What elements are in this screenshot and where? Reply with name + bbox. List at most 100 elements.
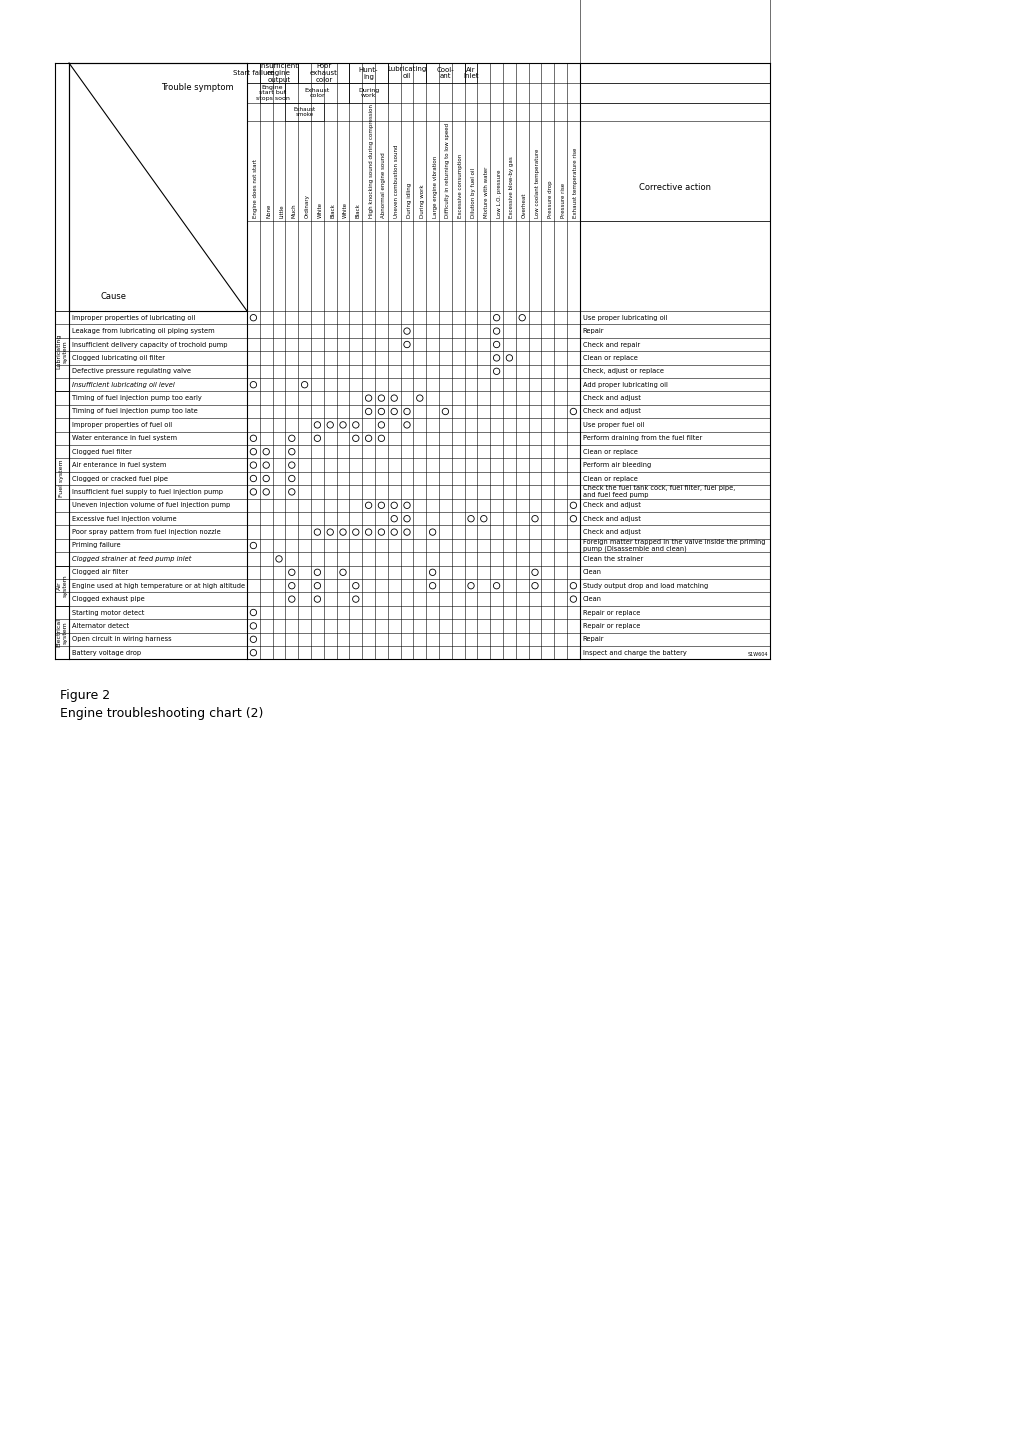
Text: Black: Black xyxy=(355,203,360,217)
Text: S1W604: S1W604 xyxy=(748,652,768,658)
Text: During
work: During work xyxy=(358,87,379,99)
Text: Inspect and charge the battery: Inspect and charge the battery xyxy=(583,649,686,656)
Bar xyxy=(580,0,770,222)
Text: Exhaust
smoke: Exhaust smoke xyxy=(294,107,315,117)
Bar xyxy=(349,83,388,103)
Text: White: White xyxy=(343,201,348,217)
Text: During work: During work xyxy=(420,184,425,217)
Text: High knocking sound during compression: High knocking sound during compression xyxy=(369,104,374,217)
Text: Check and adjust: Check and adjust xyxy=(583,409,641,414)
Text: Leakage from lubricating oil piping system: Leakage from lubricating oil piping syst… xyxy=(72,327,215,335)
Text: Pressure drop: Pressure drop xyxy=(548,180,553,217)
Text: Check and adjust: Check and adjust xyxy=(583,516,641,522)
Text: Repair: Repair xyxy=(583,636,604,642)
Text: Corrective action: Corrective action xyxy=(639,183,711,191)
Text: Check the fuel tank cock, fuel filter, fuel pipe,
and fuel feed pump: Check the fuel tank cock, fuel filter, f… xyxy=(583,485,735,498)
Text: Insufficient fuel supply to fuel injection pump: Insufficient fuel supply to fuel injecti… xyxy=(72,488,223,496)
Text: Engine does not start: Engine does not start xyxy=(253,159,258,217)
Text: Priming failure: Priming failure xyxy=(72,542,121,549)
Text: Electrical
system: Electrical system xyxy=(56,619,68,648)
Bar xyxy=(260,62,298,83)
Bar xyxy=(465,62,477,83)
Bar xyxy=(55,391,69,565)
Text: Engine used at high temperature or at high altitude: Engine used at high temperature or at hi… xyxy=(72,582,245,588)
Text: Perform draining from the fuel filter: Perform draining from the fuel filter xyxy=(583,435,702,442)
Text: Insufficient
engine
output: Insufficient engine output xyxy=(259,62,299,83)
Text: White: White xyxy=(317,201,323,217)
Text: Air
Inlet: Air Inlet xyxy=(463,67,479,80)
Text: Clean or replace: Clean or replace xyxy=(583,355,638,361)
Text: Poor spray pattern from fuel injection nozzle: Poor spray pattern from fuel injection n… xyxy=(72,529,221,535)
Text: Open circuit in wiring harness: Open circuit in wiring harness xyxy=(72,636,172,642)
Text: Figure 2: Figure 2 xyxy=(60,690,111,703)
Text: Uneven combustion sound: Uneven combustion sound xyxy=(394,145,399,217)
Text: Low L.O. pressure: Low L.O. pressure xyxy=(497,170,502,217)
Text: Clogged fuel filter: Clogged fuel filter xyxy=(72,449,132,455)
Text: Excessive consumption: Excessive consumption xyxy=(458,154,463,217)
Text: Check, adjust or replace: Check, adjust or replace xyxy=(583,368,664,374)
Text: Low coolant temperature: Low coolant temperature xyxy=(535,149,540,217)
Text: Fuel system: Fuel system xyxy=(59,459,65,497)
Text: Mixture with water: Mixture with water xyxy=(483,167,488,217)
Text: Large engine vibration: Large engine vibration xyxy=(432,155,437,217)
Text: Clean: Clean xyxy=(583,596,602,603)
Text: Check and repair: Check and repair xyxy=(583,342,640,348)
Bar xyxy=(426,62,465,83)
Bar xyxy=(349,62,388,83)
Text: Excessive fuel injection volume: Excessive fuel injection volume xyxy=(72,516,176,522)
Text: Air enterance in fuel system: Air enterance in fuel system xyxy=(72,462,166,468)
Text: Clean the strainer: Clean the strainer xyxy=(583,556,643,562)
Text: Overheat: Overheat xyxy=(522,193,527,217)
Bar xyxy=(55,606,69,659)
Text: Foreign matter trapped in the valve inside the priming
pump (Disassemble and cle: Foreign matter trapped in the valve insi… xyxy=(583,539,765,552)
Text: Use proper lubricating oil: Use proper lubricating oil xyxy=(583,314,668,320)
Text: Dilution by fuel oil: Dilution by fuel oil xyxy=(471,168,476,217)
Text: Check and adjust: Check and adjust xyxy=(583,529,641,535)
Text: Air
system: Air system xyxy=(56,574,68,597)
Bar xyxy=(260,83,286,103)
Text: Clogged exhaust pipe: Clogged exhaust pipe xyxy=(72,596,144,603)
Text: Clogged lubricating oil filter: Clogged lubricating oil filter xyxy=(72,355,165,361)
Text: Water enterance in fuel system: Water enterance in fuel system xyxy=(72,435,177,442)
Text: Clogged air filter: Clogged air filter xyxy=(72,569,128,575)
Bar xyxy=(55,312,69,391)
Text: Insufficient delivery capacity of trochoid pump: Insufficient delivery capacity of trocho… xyxy=(72,342,227,348)
Text: Start failure: Start failure xyxy=(232,70,274,75)
Bar xyxy=(286,103,324,122)
Bar xyxy=(247,62,260,83)
Text: Abnormal engine sound: Abnormal engine sound xyxy=(381,152,386,217)
Text: Repair: Repair xyxy=(583,327,604,335)
Text: Ordinary: Ordinary xyxy=(304,194,309,217)
Text: Clogged or cracked fuel pipe: Clogged or cracked fuel pipe xyxy=(72,475,168,481)
Text: Little: Little xyxy=(279,204,284,217)
Text: Perform air bleeding: Perform air bleeding xyxy=(583,462,651,468)
Text: Engine
start but
stops soon: Engine start but stops soon xyxy=(256,84,290,101)
Text: Clean or replace: Clean or replace xyxy=(583,449,638,455)
Text: Check and adjust: Check and adjust xyxy=(583,396,641,401)
Text: Improper properties of lubricating oil: Improper properties of lubricating oil xyxy=(72,314,196,320)
Text: Timing of fuel injection pump too early: Timing of fuel injection pump too early xyxy=(72,396,202,401)
Text: Timing of fuel injection pump too late: Timing of fuel injection pump too late xyxy=(72,409,198,414)
Text: Hunt-
ing: Hunt- ing xyxy=(358,67,378,80)
Text: Much: Much xyxy=(292,203,297,217)
Text: Trouble symptom: Trouble symptom xyxy=(161,83,233,91)
Text: Cause: Cause xyxy=(100,293,127,301)
Text: Lubricating
oil: Lubricating oil xyxy=(387,67,427,80)
Text: Difficulty in returning to low speed: Difficulty in returning to low speed xyxy=(445,123,451,217)
Text: Add proper lubricating oil: Add proper lubricating oil xyxy=(583,381,668,388)
Text: Exhaust temperature rise: Exhaust temperature rise xyxy=(573,148,579,217)
Text: Exhaust
color: Exhaust color xyxy=(305,87,330,99)
Text: Cool-
ant: Cool- ant xyxy=(436,67,455,80)
Text: Excessive blow-by gas: Excessive blow-by gas xyxy=(509,156,514,217)
Text: Uneven injection volume of fuel injection pump: Uneven injection volume of fuel injectio… xyxy=(72,503,230,509)
Text: Clean or replace: Clean or replace xyxy=(583,475,638,481)
Text: Check and adjust: Check and adjust xyxy=(583,503,641,509)
Text: Poor
exhaust
color: Poor exhaust color xyxy=(310,62,338,83)
Text: Repair or replace: Repair or replace xyxy=(583,623,640,629)
Text: Battery voltage drop: Battery voltage drop xyxy=(72,649,141,656)
Text: Clogged strainer at feed pump inlet: Clogged strainer at feed pump inlet xyxy=(72,556,191,562)
Text: Engine troubleshooting chart (2): Engine troubleshooting chart (2) xyxy=(60,707,263,720)
Text: Clean: Clean xyxy=(583,569,602,575)
Text: None: None xyxy=(266,204,271,217)
Text: Black: Black xyxy=(330,203,335,217)
